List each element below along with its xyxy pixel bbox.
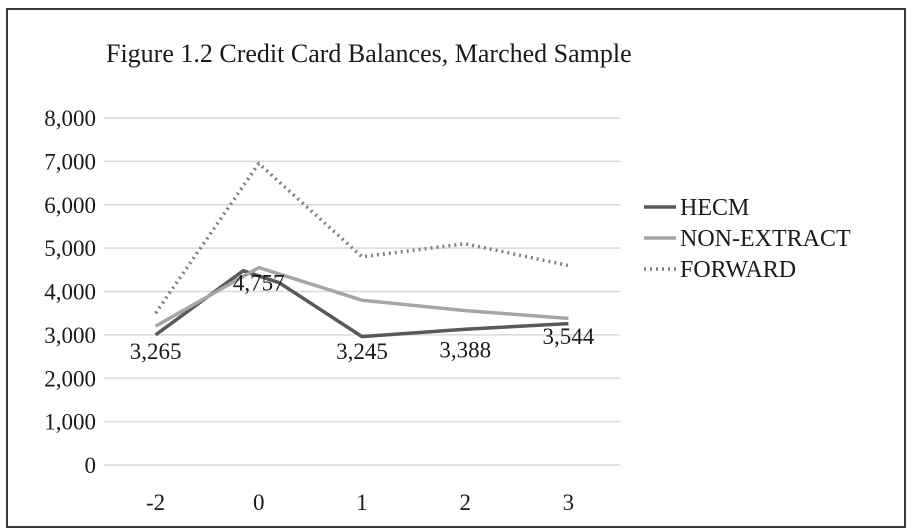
y-tick-label: 3,000 [44,323,96,348]
y-axis-ticks: 0 1,000 2,000 3,000 4,000 5,000 6,000 7,000 8,00… [44,106,96,478]
y-tick-label: 2,000 [44,366,96,391]
y-tick-label: 1,000 [44,410,96,435]
data-label: 4,757 [233,271,285,296]
gridlines [104,117,620,466]
y-tick-label: 0 [85,453,97,478]
x-axis-ticks: -2 0 1 2 3 [146,490,574,515]
series-line-hecm [154,268,569,339]
x-tick-label: -2 [146,490,165,515]
legend: HECM NON-EXTRACT FORWARD [644,195,851,283]
y-tick-label: 8,000 [44,106,96,131]
data-labels: 3,265 4,757 3,245 3,388 3,544 [130,271,595,365]
y-tick-label: 5,000 [44,236,96,261]
data-label: 3,245 [336,339,388,364]
x-tick-label: 1 [356,490,368,515]
y-tick-label: 6,000 [44,193,96,218]
legend-label: NON-EXTRACT [680,226,851,252]
y-tick-label: 4,000 [44,280,96,305]
x-tick-label: 0 [253,490,265,515]
series-line-non-extract [154,265,569,328]
chart-frame: Figure 1.2 Credit Card Balances, Marched… [6,8,906,528]
series-line-forward [154,161,569,315]
data-label: 3,544 [543,324,595,349]
y-tick-label: 7,000 [44,149,96,174]
x-tick-label: 3 [563,490,575,515]
legend-label: HECM [680,195,749,221]
chart-title: Figure 1.2 Credit Card Balances, Marched… [106,39,632,68]
line-chart: Figure 1.2 Credit Card Balances, Marched… [44,39,851,515]
series-lines [154,161,569,339]
legend-label: FORWARD [680,257,796,283]
data-label: 3,265 [130,339,182,364]
x-tick-label: 2 [459,490,471,515]
data-label: 3,388 [439,337,491,362]
